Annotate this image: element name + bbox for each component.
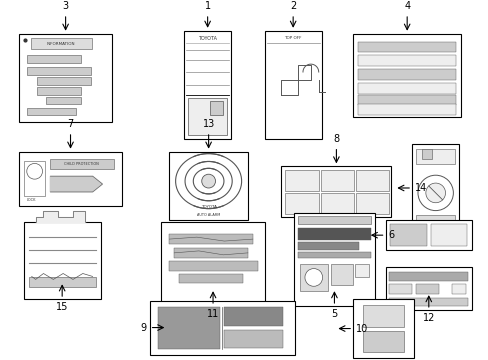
Bar xyxy=(355,193,388,213)
Text: TOYOTA: TOYOTA xyxy=(198,36,217,41)
Bar xyxy=(352,34,460,117)
Bar xyxy=(362,330,404,352)
Bar xyxy=(415,284,438,294)
Text: 10: 10 xyxy=(355,324,367,334)
Bar xyxy=(37,77,90,85)
Text: 1: 1 xyxy=(204,1,210,11)
Bar xyxy=(415,226,454,234)
Bar xyxy=(19,34,112,122)
Text: TOP OFF: TOP OFF xyxy=(284,36,301,40)
Text: AUTO ALARM: AUTO ALARM xyxy=(197,212,220,216)
Bar xyxy=(357,95,455,105)
Bar xyxy=(421,149,431,158)
Bar xyxy=(209,102,223,115)
Bar xyxy=(281,166,391,217)
Text: 15: 15 xyxy=(56,302,68,312)
Text: 8: 8 xyxy=(333,134,339,144)
Bar xyxy=(415,149,454,165)
Bar xyxy=(169,261,257,271)
Bar xyxy=(224,329,283,348)
Bar xyxy=(411,144,458,237)
Bar xyxy=(50,159,114,169)
Text: 3: 3 xyxy=(62,1,68,11)
Bar xyxy=(451,284,465,294)
Bar xyxy=(354,264,368,278)
Bar xyxy=(27,108,76,115)
Bar xyxy=(331,264,352,285)
Bar xyxy=(352,299,413,358)
Bar xyxy=(362,305,404,327)
Text: TOYOTA: TOYOTA xyxy=(200,205,216,209)
Bar xyxy=(320,193,353,213)
Text: 12: 12 xyxy=(422,313,434,323)
Text: 14: 14 xyxy=(414,183,427,193)
Bar xyxy=(355,170,388,191)
Text: INFORMATION: INFORMATION xyxy=(47,41,75,45)
Bar xyxy=(31,37,91,49)
Circle shape xyxy=(305,269,322,286)
Bar xyxy=(385,267,471,310)
Bar xyxy=(430,224,466,246)
Circle shape xyxy=(417,175,452,211)
Bar xyxy=(388,271,467,282)
Text: 9: 9 xyxy=(140,323,146,333)
Bar xyxy=(183,31,231,139)
Bar xyxy=(169,234,252,244)
Bar xyxy=(320,170,353,191)
Bar xyxy=(357,55,455,66)
Bar xyxy=(29,278,95,287)
Text: 6: 6 xyxy=(387,230,394,240)
Bar xyxy=(298,252,370,258)
Bar xyxy=(264,31,321,139)
Bar xyxy=(298,216,370,224)
Text: 7: 7 xyxy=(67,119,74,129)
Text: 13: 13 xyxy=(202,119,214,129)
Polygon shape xyxy=(36,211,84,222)
Bar xyxy=(174,248,247,258)
Text: 4: 4 xyxy=(403,1,409,11)
Bar xyxy=(298,242,358,250)
Bar xyxy=(46,96,81,104)
Bar xyxy=(37,87,81,95)
Bar xyxy=(169,152,247,220)
Text: 11: 11 xyxy=(206,309,219,319)
Bar xyxy=(298,228,370,240)
Bar xyxy=(357,69,455,80)
Circle shape xyxy=(425,183,445,203)
Text: LOCK: LOCK xyxy=(27,198,36,202)
Bar xyxy=(285,170,318,191)
Bar xyxy=(187,98,227,135)
Bar xyxy=(388,284,411,294)
Bar xyxy=(224,307,283,325)
Bar xyxy=(149,301,295,355)
Bar xyxy=(388,298,467,306)
Bar xyxy=(357,83,455,94)
Circle shape xyxy=(202,174,215,188)
Polygon shape xyxy=(50,176,102,192)
Bar xyxy=(24,161,45,196)
Bar xyxy=(389,224,426,246)
Bar xyxy=(27,67,90,75)
Bar xyxy=(300,264,327,291)
Bar xyxy=(27,55,81,63)
Text: 5: 5 xyxy=(331,309,337,319)
Bar xyxy=(415,215,454,224)
Bar xyxy=(161,222,264,306)
Bar xyxy=(294,212,374,306)
Bar xyxy=(19,152,122,206)
Bar xyxy=(179,274,243,283)
Bar xyxy=(357,41,455,52)
Bar xyxy=(157,307,220,349)
Bar xyxy=(357,104,455,115)
Bar xyxy=(285,193,318,213)
Text: 2: 2 xyxy=(289,1,296,11)
Bar xyxy=(385,220,471,250)
Bar xyxy=(24,222,101,299)
Text: CHILD PROTECTION: CHILD PROTECTION xyxy=(64,162,99,166)
